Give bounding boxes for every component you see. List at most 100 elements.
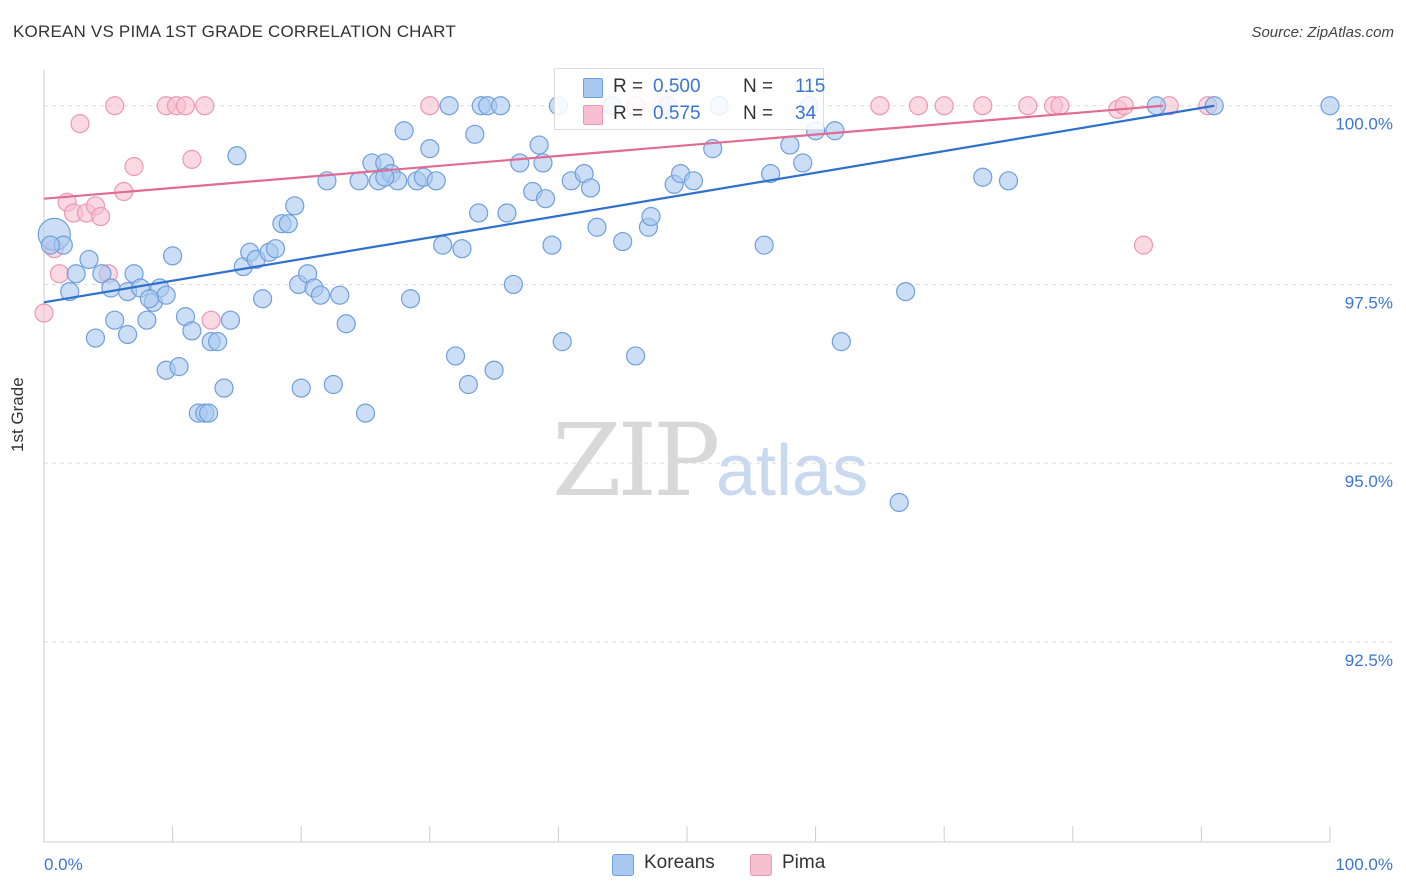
bottom-pima-label: Pima [782,852,826,873]
pima-point [908,96,929,116]
korean-point [156,285,176,305]
y-tick-label: 100.0% [1335,115,1393,134]
korean-point [510,153,530,173]
korean-point [214,378,234,398]
koreans-n-label: N = [743,76,774,97]
korean-point [199,403,219,423]
pima-point [1114,96,1134,116]
korean-point [896,281,916,302]
korean-point [497,203,517,223]
pima-r-label: R = [613,103,644,124]
pima-point [90,206,111,227]
korean-point [291,378,311,398]
korean-point [484,360,504,380]
koreans-trend-line [43,104,1215,304]
pima-point [1050,96,1070,116]
korean-point [1320,96,1340,116]
korean-point [535,189,556,209]
korean-point [349,171,369,191]
korean-point [754,235,774,255]
watermark-zip: ZIP [552,402,720,519]
koreans-r-label: R = [613,76,644,97]
pima-swatch [583,105,603,125]
y-tick-label: 97.5% [1345,293,1393,312]
korean-point [503,274,523,295]
pima-point [34,303,54,323]
korean-point [426,171,446,191]
korean-point [79,249,99,270]
korean-point [66,264,86,284]
korean-point [625,346,646,366]
korean-point [825,121,845,141]
y-tick-label: 92.5% [1345,651,1393,670]
bottom-koreans-label: Koreans [644,852,715,873]
pima-point [49,264,70,284]
korean-point [439,96,459,116]
korean-point [760,164,781,184]
korean-point [117,324,138,345]
korean-point [323,374,343,395]
korean-point [452,239,472,259]
korean-point [220,310,241,330]
y-tick-label: 95.0% [1345,472,1393,491]
korean-point [458,374,478,395]
korean-point [973,167,993,187]
pima-point [195,96,215,116]
korean-point [137,310,157,330]
pima-point [175,96,196,116]
korean-point [139,289,160,309]
korean-point [613,231,633,252]
korean-point [641,206,661,227]
korean-point [253,289,273,309]
korean-point [355,403,376,423]
pima-point [1133,235,1154,255]
korean-point [780,135,800,155]
x-tick-label: 0.0% [44,855,83,874]
korean-point [998,171,1019,191]
pima-point [420,96,440,116]
korean-point [793,153,813,173]
pima-point [1018,96,1038,116]
korean-point [465,124,485,144]
pima-point [182,149,202,169]
korean-point [490,96,511,116]
korean-point [105,310,125,330]
korean-point [889,492,909,513]
korean-point [580,178,601,198]
korean-point [92,264,112,284]
korean-point [182,321,202,341]
korean-point [542,235,562,255]
korean-point [278,214,298,234]
korean-point [208,332,228,352]
stats-legend: R = 0.500 N = 115 R = 0.575 N = 34 [554,68,826,130]
korean-point [433,235,453,255]
source-label: Source: ZipAtlas.com [1251,24,1394,41]
koreans-swatch [583,78,603,98]
korean-point [420,139,440,159]
korean-point [375,167,395,187]
korean-point [101,278,121,298]
bottom-koreans-swatch [612,854,634,876]
pima-point [124,156,144,177]
korean-point [169,357,189,377]
pima-n-value: 34 [795,103,817,124]
korean-point [831,332,851,352]
pima-point [201,310,221,330]
korean-point [265,239,286,259]
x-tick-label: 100.0% [1335,855,1393,874]
korean-point [163,246,183,266]
korean-point [587,217,607,237]
koreans-n-value: 115 [795,76,826,97]
korean-point [60,281,80,302]
pima-r-value: 0.575 [653,103,701,124]
korean-point [285,196,305,216]
korean-point [394,121,414,141]
korean-point [85,328,106,348]
korean-point [40,235,61,255]
korean-point [552,332,572,352]
pima-trend-line [43,104,1163,200]
pima-point [934,96,954,116]
bottom-pima-swatch [750,854,772,876]
korean-point [227,146,247,166]
korean-point [336,314,356,334]
